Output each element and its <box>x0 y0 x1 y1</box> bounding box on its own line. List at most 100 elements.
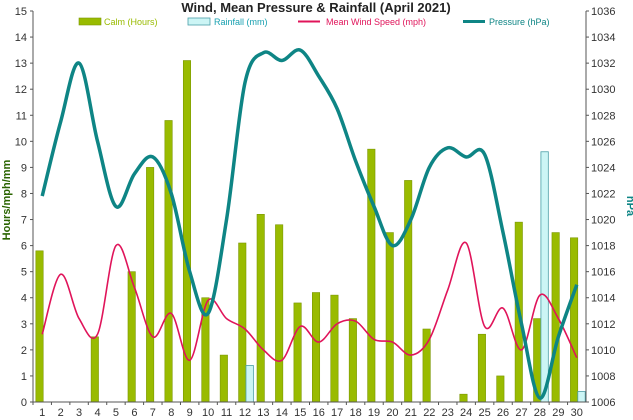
y-right-tick-label: 1020 <box>591 215 615 227</box>
y-left-tick-label: 15 <box>15 6 27 18</box>
y-right-tick-label: 1018 <box>591 241 615 253</box>
x-tick-label: 11 <box>221 407 232 419</box>
x-tick-label: 13 <box>257 407 269 419</box>
calm-bar <box>127 271 136 403</box>
calm-bar <box>293 302 302 403</box>
y-right-tick-label: 1016 <box>591 267 615 279</box>
y-left-tick-label: 5 <box>21 267 27 279</box>
x-tick-label: 25 <box>478 407 490 419</box>
y-right-tick-label: 1014 <box>591 293 615 305</box>
x-tick-label: 15 <box>294 407 306 419</box>
x-tick-label: 5 <box>113 407 119 419</box>
y-right-tick-label: 1012 <box>591 319 615 331</box>
x-tick-label: 30 <box>571 407 583 419</box>
x-tick-label: 12 <box>239 407 251 419</box>
x-tick-label: 23 <box>442 407 454 419</box>
calm-bar <box>238 242 247 403</box>
x-tick-label: 26 <box>497 407 509 419</box>
y-right-tick-label: 1010 <box>591 345 615 357</box>
chart-title: Wind, Mean Pressure & Rainfall (April 20… <box>181 0 450 15</box>
rainfall-bar <box>577 391 586 403</box>
x-tick-label: 1 <box>39 407 45 419</box>
x-tick-label: 4 <box>94 407 100 419</box>
calm-bar <box>477 333 486 403</box>
rainfall-bar <box>245 365 254 403</box>
x-tick-label: 17 <box>331 407 343 419</box>
calm-bar <box>404 180 413 403</box>
legend-label-wind: Mean Wind Speed (mph) <box>326 17 426 27</box>
y-right-tick-label: 1034 <box>591 32 615 44</box>
legend-label-pressure: Pressure (hPa) <box>489 17 550 27</box>
x-tick-label: 9 <box>187 407 193 419</box>
x-tick-label: 19 <box>368 407 380 419</box>
x-tick-label: 8 <box>168 407 174 419</box>
y-left-tick-label: 3 <box>21 319 27 331</box>
legend-label-calm: Calm (Hours) <box>104 17 158 27</box>
x-tick-label: 21 <box>405 407 417 419</box>
y-right-tick-label: 1030 <box>591 84 615 96</box>
x-tick-label: 18 <box>349 407 361 419</box>
calm-bar <box>348 318 357 403</box>
calm-bar <box>496 375 505 403</box>
y-left-tick-label: 9 <box>21 162 27 174</box>
y-axis-right-label: hPa <box>624 196 633 217</box>
y-right-tick-label: 1006 <box>591 397 615 409</box>
calm-bar <box>367 148 376 403</box>
y-axis-left-label: Hours/mph/mm <box>1 159 13 240</box>
y-left-tick-label: 6 <box>21 241 27 253</box>
x-tick-label: 20 <box>386 407 398 419</box>
y-left-tick-label: 8 <box>21 188 27 200</box>
lines-layer <box>40 48 579 400</box>
calm-bar <box>35 250 44 403</box>
y-left-tick-label: 7 <box>21 215 27 227</box>
x-tick-label: 22 <box>423 407 435 419</box>
calm-bar <box>275 224 284 403</box>
y-right-tick-label: 1028 <box>591 110 615 122</box>
x-tick-label: 27 <box>515 407 527 419</box>
y-right-tick-label: 1032 <box>591 58 615 70</box>
y-right-tick-label: 1036 <box>591 6 615 18</box>
calm-bar <box>164 120 173 403</box>
x-tick-label: 29 <box>552 407 564 419</box>
y-left-tick-label: 14 <box>15 32 27 44</box>
calm-bar <box>385 232 394 403</box>
calm-bar <box>570 237 579 403</box>
calm-bar <box>90 336 99 403</box>
y-right-tick-label: 1008 <box>591 371 615 383</box>
calm-bar <box>330 294 339 403</box>
calm-bar <box>146 167 155 403</box>
x-tick-label: 24 <box>460 407 472 419</box>
calm-bar <box>312 292 321 403</box>
y-left-tick-label: 1 <box>21 371 27 383</box>
x-tick-label: 16 <box>313 407 325 419</box>
calm-bar <box>219 354 228 403</box>
x-tick-label: 3 <box>76 407 82 419</box>
y-right-tick-label: 1024 <box>591 162 615 174</box>
y-right-tick-label: 1022 <box>591 188 615 200</box>
calm-bar <box>459 393 468 403</box>
legend-label-rainfall: Rainfall (mm) <box>214 17 268 27</box>
y-right-tick-label: 1026 <box>591 136 615 148</box>
calm-bar <box>256 214 265 403</box>
x-tick-label: 7 <box>150 407 156 419</box>
pressure-line <box>40 48 579 400</box>
legend: Calm (Hours) Rainfall (mm) Mean Wind Spe… <box>78 17 550 27</box>
y-left-tick-label: 13 <box>15 58 27 70</box>
x-tick-label: 28 <box>534 407 546 419</box>
y-left-tick-label: 4 <box>21 293 27 305</box>
wind-speed-line <box>41 241 578 362</box>
x-tick-label: 14 <box>276 407 288 419</box>
y-left-tick-label: 12 <box>15 84 27 96</box>
x-tick-label: 6 <box>131 407 137 419</box>
legend-swatch-rainfall <box>187 17 211 26</box>
axes-layer: 0123456789101112131415100610081010101210… <box>15 6 616 419</box>
x-tick-label: 2 <box>58 407 64 419</box>
x-tick-label: 10 <box>202 407 214 419</box>
rainfall-bar <box>540 151 549 403</box>
y-left-tick-label: 10 <box>15 136 27 148</box>
y-left-tick-label: 0 <box>21 397 27 409</box>
y-left-tick-label: 2 <box>21 345 27 357</box>
legend-swatch-calm <box>78 17 102 26</box>
y-left-tick-label: 11 <box>16 110 27 122</box>
